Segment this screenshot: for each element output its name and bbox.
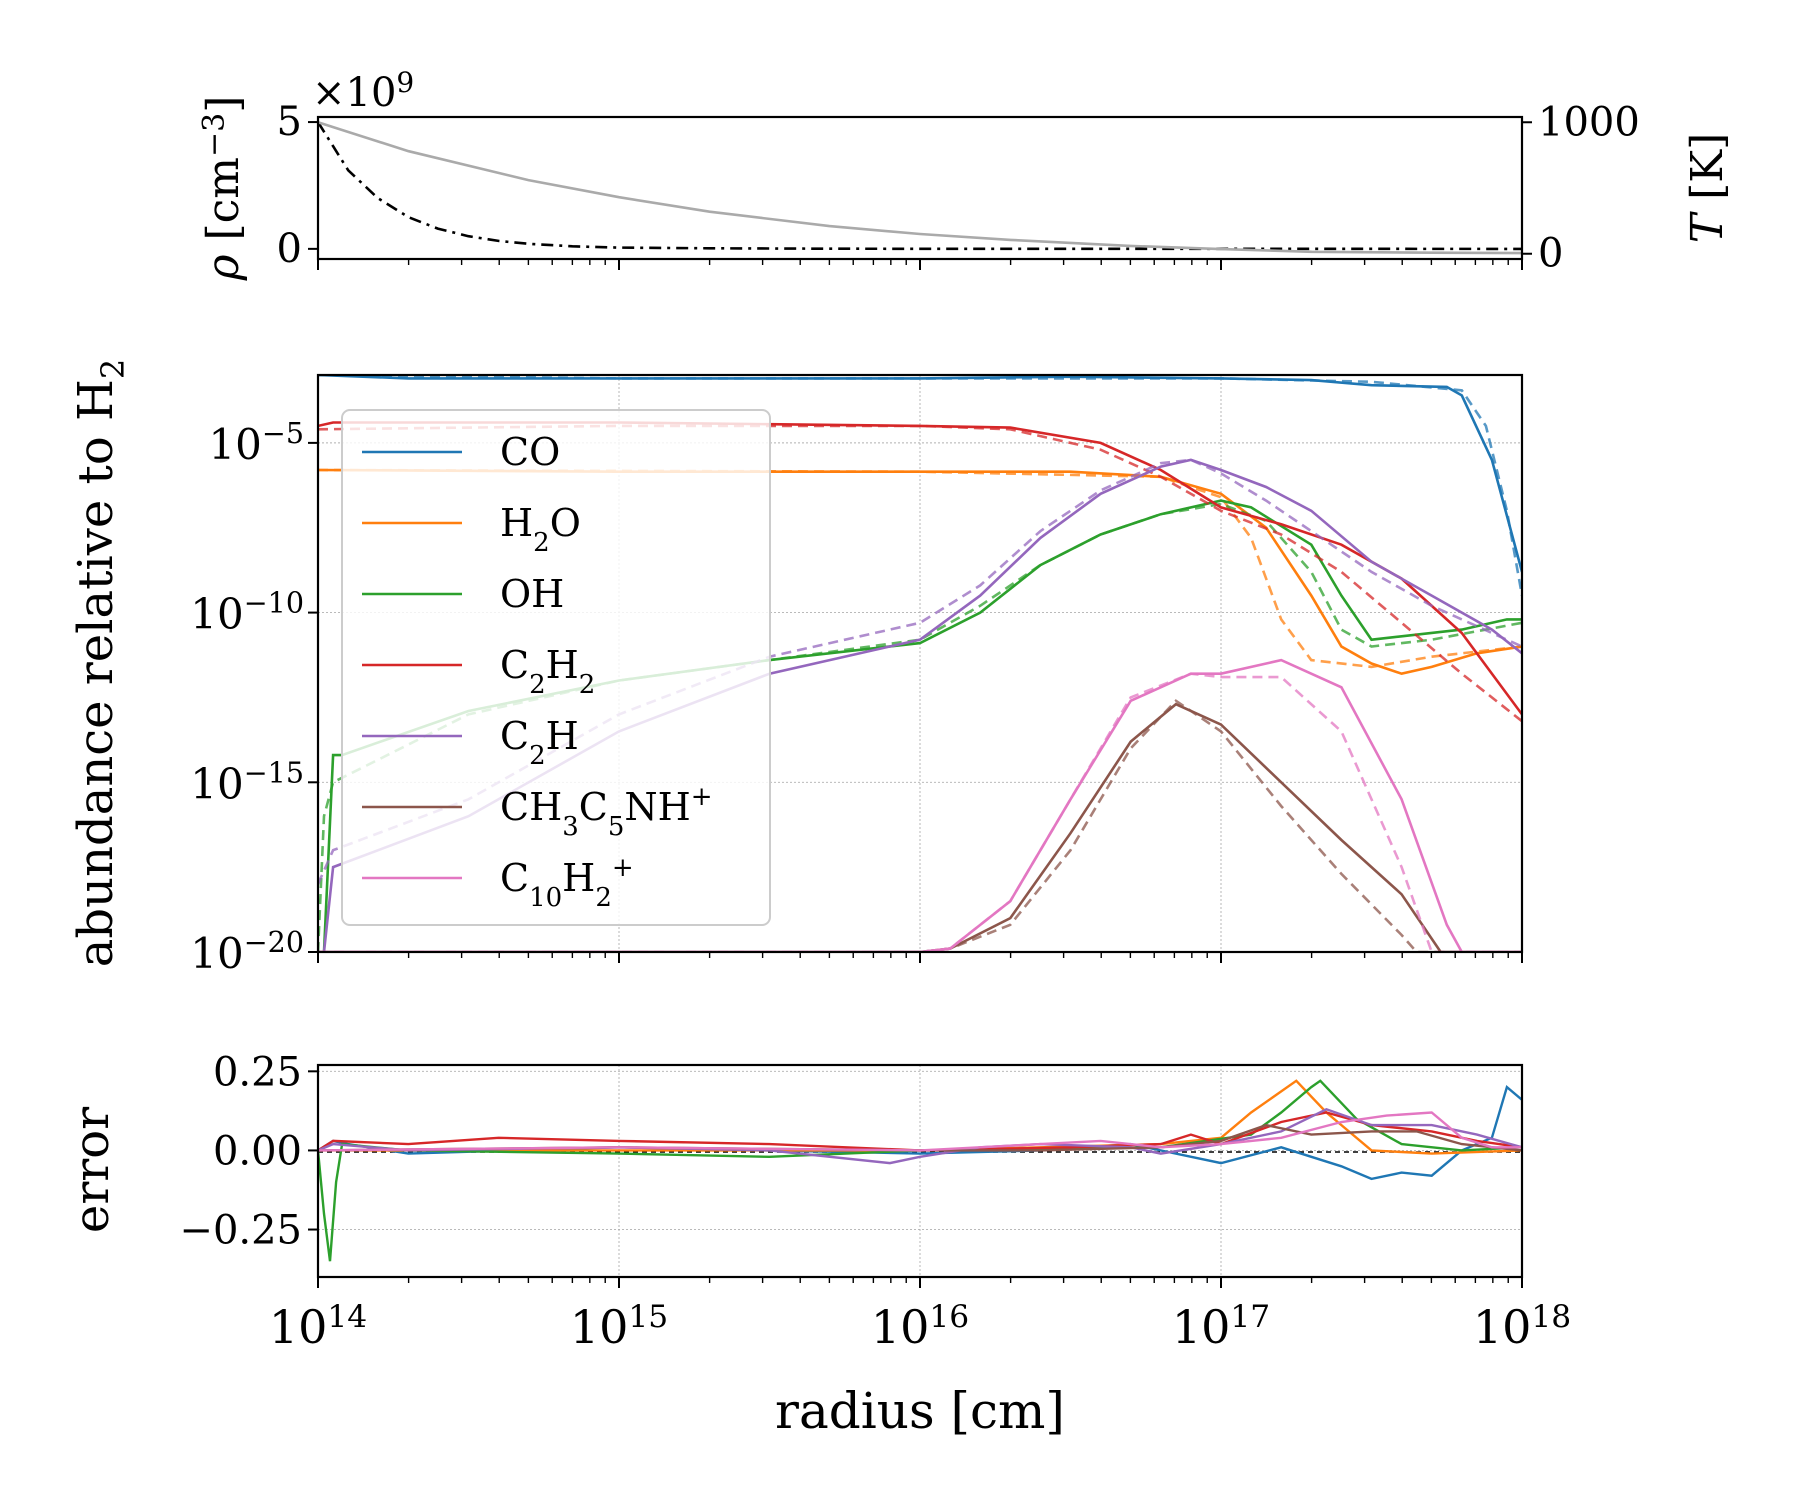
bottom-line-C10H2+: [318, 1111, 1522, 1152]
x-tick-label-base: 10: [1473, 1300, 1532, 1354]
top-ylabel-left: ρ [cm−3]: [197, 96, 249, 282]
top-left-tick-label: 0: [277, 226, 302, 272]
top-panel: 0 5 0 1000 ×109 ρ [cm−3] T [K]: [197, 66, 1733, 281]
x-tick-label: 1016: [871, 1299, 969, 1354]
legend-label-C2H: C2H: [500, 714, 579, 771]
legend-label-part: NH: [624, 785, 690, 829]
top-ticks: 0 5 0 1000: [277, 99, 1640, 277]
middle-y-tick-label-exp: −10: [244, 586, 304, 620]
x-axis-label: radius [cm]: [775, 1382, 1065, 1440]
x-tick-label: 1017: [1172, 1299, 1270, 1354]
legend-label-part: H: [562, 856, 595, 900]
legend-label-part: O: [550, 501, 581, 545]
legend-label-part: OH: [500, 572, 564, 616]
middle-y-tick-label: 10−5: [208, 416, 304, 469]
legend-label-part: 2: [533, 528, 550, 558]
x-tick-label-exp: 18: [1531, 1299, 1571, 1335]
bottom-grid: [318, 1065, 1522, 1277]
legend-label-part: H: [500, 501, 533, 545]
middle-y-tick-label-exp: −5: [262, 416, 304, 450]
x-tick-label: 1015: [570, 1299, 668, 1354]
top-ylabel-right: T [K]: [1682, 133, 1733, 244]
middle-dashed-H2O: [318, 468, 1522, 669]
legend-label-part: 2: [595, 883, 612, 913]
top-line-density: [316, 121, 1523, 251]
middle-solid-H2O: [318, 468, 1522, 676]
legend-label-C10H2+: C10H2+: [500, 853, 634, 913]
middle-y-tick-label-base: 10: [190, 929, 243, 978]
legend-label-part: C: [579, 785, 608, 829]
top-series: [316, 121, 1523, 255]
x-tick-label-base: 10: [269, 1300, 328, 1354]
top-line-temperature: [317, 121, 1523, 255]
x-tick-label-exp: 15: [628, 1299, 668, 1335]
x-tick-label-exp: 16: [929, 1299, 969, 1335]
legend-label-part: C: [500, 643, 529, 687]
x-tick-label-exp: 17: [1230, 1299, 1270, 1335]
legend-label-CH3C5NH+: CH3C5NH+: [500, 782, 713, 842]
bottom-ylabel: error: [64, 1107, 120, 1233]
middle-y-tick-label-base: 10: [208, 420, 261, 469]
middle-y-tick-label-base: 10: [190, 590, 243, 639]
top-offset-text: ×109: [312, 66, 414, 116]
legend-label-part: 2: [579, 670, 596, 700]
x-tick-label-base: 10: [1172, 1300, 1231, 1354]
x-tick-label-base: 10: [871, 1300, 930, 1354]
legend-label-part: H: [546, 714, 579, 758]
middle-ylabel: abundance relative to H2: [68, 359, 132, 967]
x-tick-label-exp: 14: [327, 1299, 367, 1335]
legend-label-OH: OH: [500, 572, 564, 616]
middle-y-tick-label-exp: −20: [244, 925, 304, 959]
bottom-series: [318, 1079, 1522, 1262]
legend-label-part: CH: [500, 785, 562, 829]
legend-label-part: H: [546, 643, 579, 687]
legend-label-part: 5: [608, 812, 625, 842]
legend-label-part: 3: [562, 812, 579, 842]
middle-solid-C10H2+: [318, 658, 1522, 952]
legend-label-CO: CO: [500, 430, 560, 474]
legend-label-part: CO: [500, 430, 560, 474]
bottom-line-C2H2: [318, 1111, 1522, 1152]
bottom-y-tick-label: 0.25: [213, 1049, 302, 1095]
top-right-tick-label: 1000: [1538, 99, 1640, 145]
x-tick-label: 1014: [269, 1299, 367, 1354]
middle-solid-CO: [318, 375, 1522, 573]
middle-y-tick-label: 10−10: [190, 586, 304, 639]
legend-label-part: 2: [529, 670, 546, 700]
legend-label-part: 2: [529, 741, 546, 771]
legend-label-part: C: [500, 856, 529, 900]
bottom-y-tick-label: −0.25: [179, 1208, 302, 1254]
top-left-tick-label: 5: [277, 99, 302, 145]
legend-label-part: 10: [529, 883, 562, 913]
legend-label-part: +: [612, 853, 634, 883]
middle-y-tick-label-exp: −15: [244, 755, 304, 789]
legend-label-part: C: [500, 714, 529, 758]
middle-y-tick-label-base: 10: [190, 759, 243, 808]
x-tick-label-base: 10: [570, 1300, 629, 1354]
legend-box: [341, 409, 771, 926]
legend-label-H2O: H2O: [500, 501, 581, 558]
middle-y-tick-label: 10−15: [190, 755, 304, 808]
top-axes-frame: [316, 115, 1524, 261]
x-tick-label: 1018: [1473, 1299, 1571, 1354]
top-right-tick-label: 0: [1538, 231, 1563, 277]
middle-y-tick-label: 10−20: [190, 925, 304, 978]
legend-label-C2H2: C2H2: [500, 643, 595, 700]
legend-label-part: +: [691, 782, 713, 812]
bottom-y-tick-label: 0.00: [213, 1128, 302, 1174]
